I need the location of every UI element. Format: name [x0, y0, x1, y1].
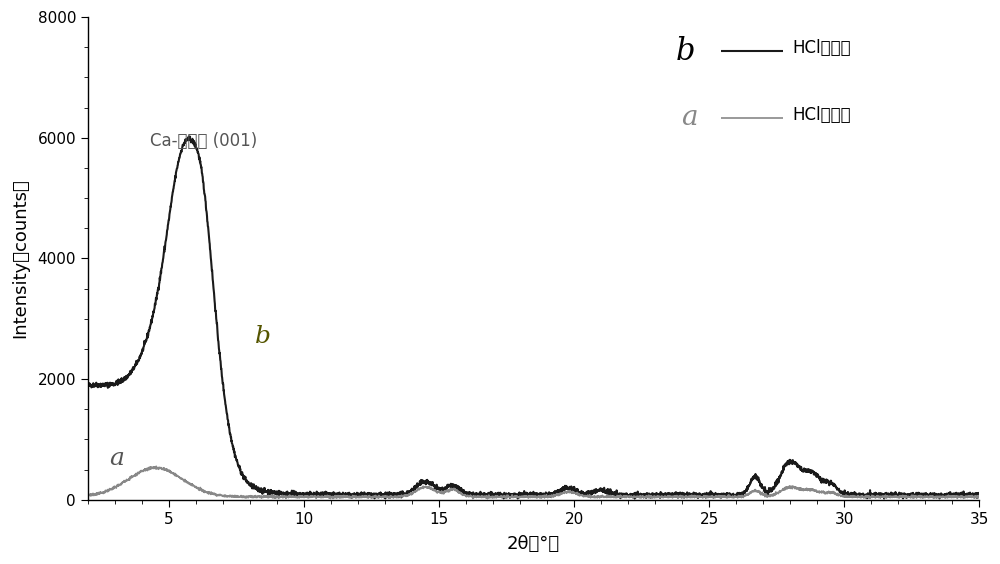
- Text: HCl处理后: HCl处理后: [792, 107, 851, 125]
- Text: HCl处理前: HCl处理前: [792, 39, 851, 57]
- Y-axis label: Intensity（counts）: Intensity（counts）: [11, 179, 29, 338]
- X-axis label: 2θ（°）: 2θ（°）: [507, 535, 560, 553]
- Text: a: a: [109, 447, 124, 470]
- Text: b: b: [255, 325, 271, 349]
- Text: a: a: [681, 104, 697, 131]
- Text: Ca-蒙脱石 (001): Ca-蒙脱石 (001): [150, 132, 257, 150]
- Text: b: b: [676, 37, 696, 68]
